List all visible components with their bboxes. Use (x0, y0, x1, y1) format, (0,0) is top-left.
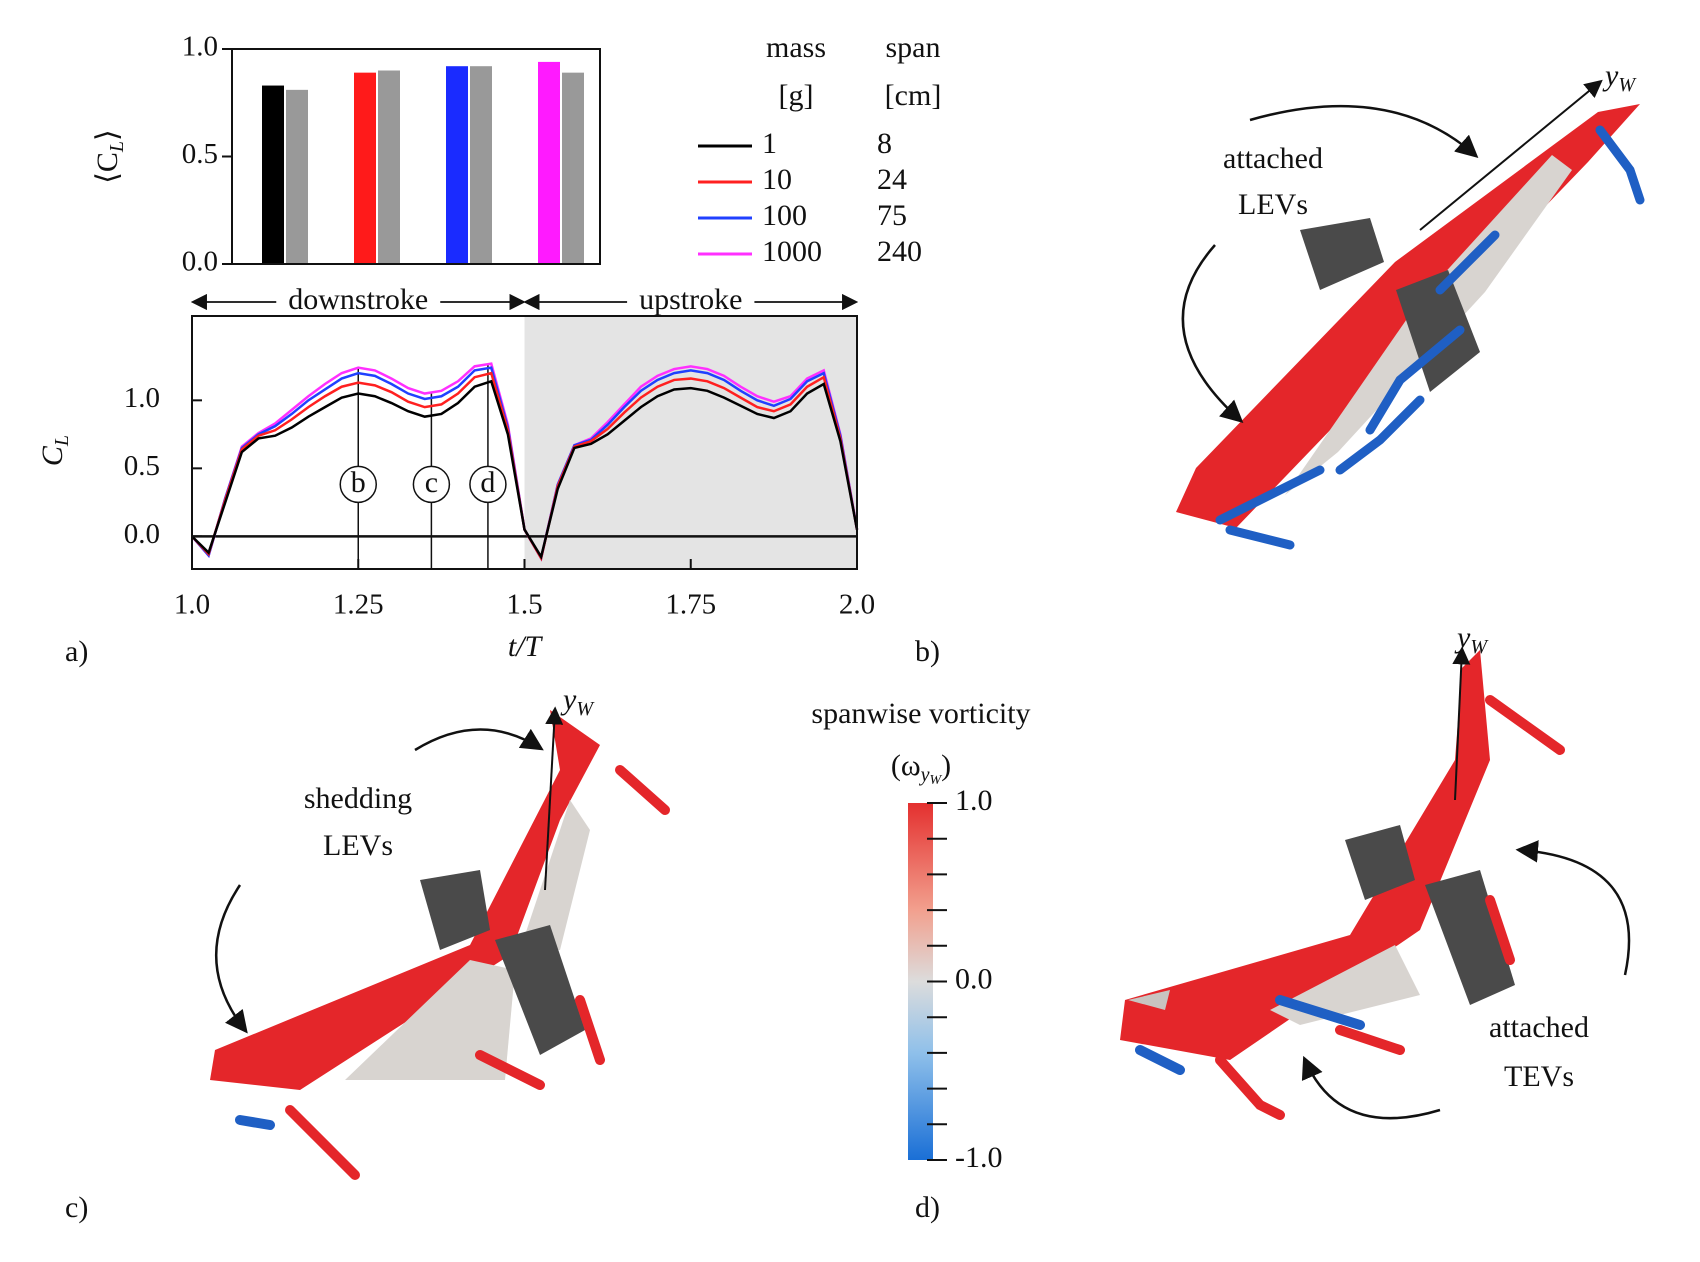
axis-title: ⟨CL⟩ (91, 129, 128, 184)
marker-circle (412, 465, 451, 504)
panel-label: c) (65, 1191, 88, 1224)
y-tick-label: 1.0 (124, 382, 160, 414)
bar (378, 70, 400, 264)
colorbar-label-close: ) (941, 749, 951, 782)
axis-label-main: y (1454, 621, 1471, 654)
annotation: LEVs (323, 829, 393, 862)
axis-title-part: L (51, 435, 73, 447)
render-c (210, 706, 670, 1180)
marker-circle (339, 465, 377, 504)
axis-label: yW (560, 683, 595, 720)
legend-span: 75 (877, 199, 907, 232)
axis-label: yW (1602, 59, 1637, 96)
render-b (1176, 79, 1645, 550)
axis-label-sub: W (1470, 636, 1489, 658)
annotation: TEVs (1504, 1060, 1574, 1093)
panel-label: a) (65, 635, 88, 668)
x-axis-title: t/T (508, 630, 544, 663)
panel-label: b) (915, 635, 940, 668)
legend-span: 24 (877, 163, 907, 196)
bar (538, 61, 560, 265)
marker-circle (469, 465, 507, 504)
axis-title-part: ⟩ (91, 129, 124, 141)
legend-span: 240 (877, 235, 922, 268)
x-tick-label: 1.75 (665, 589, 716, 621)
y-tick-label: 0.0 (124, 518, 160, 550)
legend-header: mass (766, 31, 826, 64)
axis-label-sub: W (1618, 74, 1637, 96)
axis-title: CL (36, 435, 73, 466)
legend-mass: 10 (762, 163, 792, 196)
x-tick-label: 1.5 (506, 589, 542, 621)
legend-header: span (886, 31, 941, 64)
series-line (191, 379, 859, 560)
legend-mass: 1000 (762, 235, 822, 268)
axis-label-main: y (1602, 59, 1619, 92)
axis-title-part: L (106, 141, 128, 153)
bar (446, 66, 468, 264)
colorbar-label-sub: y (919, 764, 930, 786)
axis-label-sub: W (576, 698, 595, 720)
y-tick-label: 0.5 (124, 450, 160, 482)
bar (562, 72, 584, 265)
marker-label: b (351, 466, 366, 499)
colorbar-label-subsub: W (929, 773, 942, 788)
axis-label-main: y (560, 683, 577, 716)
annotation: attached (1223, 142, 1323, 175)
annotations: a) b) c) d) attached LEVs shedding LEVs … (65, 59, 1637, 1224)
x-tick-label: 1.0 (174, 589, 210, 621)
legend-mass: 100 (762, 199, 807, 232)
colorbar-tick-label: 0.0 (955, 962, 993, 995)
legend-mass: 1 (762, 127, 777, 160)
legend-unit: [cm] (885, 79, 942, 112)
marker-label: c (425, 466, 438, 499)
y-tick-label: 0.0 (182, 246, 218, 278)
legend-unit: [g] (779, 79, 814, 112)
y-tick-label: 0.5 (182, 138, 218, 170)
axis-label: yW (1454, 621, 1489, 658)
x-tick-label: 2.0 (839, 589, 875, 621)
colorbar-tick-label: 1.0 (955, 784, 993, 817)
plot-frame (191, 315, 858, 570)
bar (286, 89, 308, 264)
plot-frame (231, 48, 601, 265)
annotation: shedding (304, 782, 412, 815)
annotation: attached (1489, 1011, 1589, 1044)
panel-label: d) (915, 1191, 940, 1224)
axis-title-part: C (36, 445, 69, 466)
colorbar-title: spanwise vorticity (811, 697, 1030, 730)
bar (354, 72, 376, 265)
colorbar-label-open: (ω (891, 749, 921, 782)
phase-label: upstroke (639, 283, 742, 316)
bar (262, 85, 284, 264)
bar (470, 66, 492, 264)
render-d (1120, 646, 1631, 1120)
colorbar-tick-label: -1.0 (955, 1141, 1003, 1174)
colorbar-label: (ωyW) (891, 749, 951, 788)
annotation: LEVs (1238, 188, 1308, 221)
marker-label: d (480, 466, 495, 499)
x-tick-label: 1.25 (333, 589, 384, 621)
legend-span: 8 (877, 127, 892, 160)
upstroke-shade (524, 316, 857, 569)
axis-title-part: ⟨C (91, 152, 124, 184)
y-tick-label: 1.0 (182, 31, 218, 63)
phase-label: downstroke (288, 283, 428, 316)
